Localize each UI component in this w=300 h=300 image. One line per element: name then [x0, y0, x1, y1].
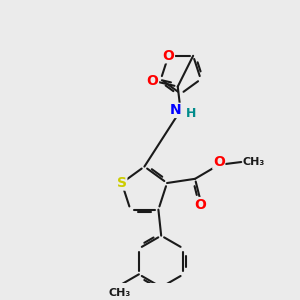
- Text: CH₃: CH₃: [108, 288, 130, 298]
- Text: N: N: [170, 103, 181, 117]
- Text: O: O: [195, 198, 207, 212]
- Text: CH₃: CH₃: [243, 157, 265, 167]
- Text: H: H: [186, 107, 196, 120]
- Text: O: O: [213, 155, 225, 169]
- Text: S: S: [117, 176, 127, 190]
- Text: O: O: [147, 74, 158, 88]
- Text: O: O: [163, 49, 174, 63]
